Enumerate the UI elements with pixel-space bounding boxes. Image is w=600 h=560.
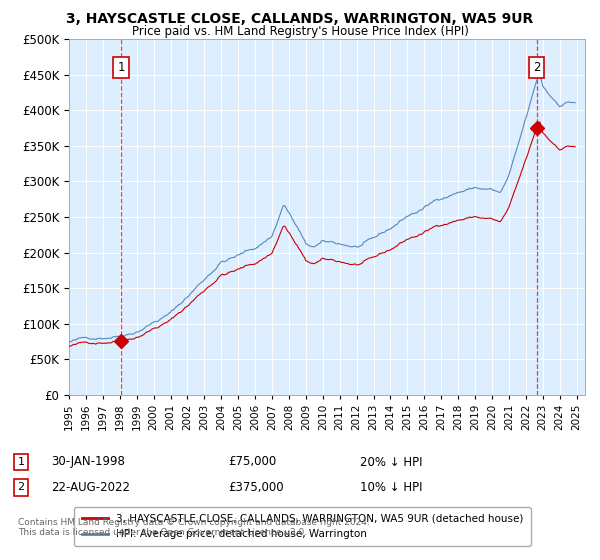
Text: 3, HAYSCASTLE CLOSE, CALLANDS, WARRINGTON, WA5 9UR: 3, HAYSCASTLE CLOSE, CALLANDS, WARRINGTO… [67,12,533,26]
Text: 2: 2 [533,61,541,74]
Legend: 3, HAYSCASTLE CLOSE, CALLANDS, WARRINGTON, WA5 9UR (detached house), HPI: Averag: 3, HAYSCASTLE CLOSE, CALLANDS, WARRINGTO… [74,507,530,547]
Text: £375,000: £375,000 [228,480,284,494]
Text: 30-JAN-1998: 30-JAN-1998 [51,455,125,469]
Text: Contains HM Land Registry data © Crown copyright and database right 2024.
This d: Contains HM Land Registry data © Crown c… [18,518,370,538]
Text: 20% ↓ HPI: 20% ↓ HPI [360,455,422,469]
Text: 1: 1 [118,61,125,74]
Text: 2: 2 [17,482,25,492]
Text: Price paid vs. HM Land Registry's House Price Index (HPI): Price paid vs. HM Land Registry's House … [131,25,469,38]
Text: 22-AUG-2022: 22-AUG-2022 [51,480,130,494]
Text: 1: 1 [17,457,25,467]
Text: £75,000: £75,000 [228,455,276,469]
Text: 10% ↓ HPI: 10% ↓ HPI [360,480,422,494]
